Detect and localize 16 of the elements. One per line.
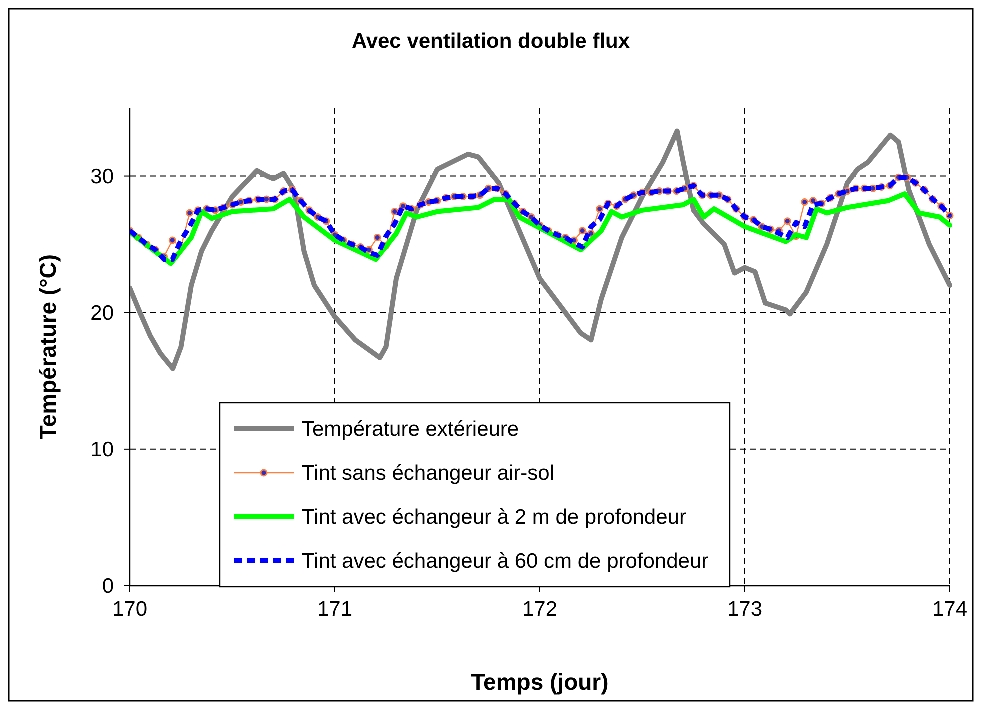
x-axis-title: Temps (jour): [471, 669, 609, 695]
legend-label: Température extérieure: [302, 418, 520, 441]
x-tick-label: 174: [932, 598, 968, 621]
legend-label: Tint avec échangeur à 60 cm de profondeur: [302, 550, 709, 573]
x-tick-label: 173: [727, 598, 763, 621]
y-tick-label: 30: [90, 165, 114, 188]
legend-label: Tint avec échangeur à 2 m de profondeur: [302, 506, 686, 529]
x-tick-label: 170: [112, 598, 148, 621]
y-tick-label: 20: [90, 302, 114, 325]
x-tick-label: 171: [317, 598, 353, 621]
y-axis-title: Température (°C): [35, 254, 61, 440]
y-tick-label: 10: [90, 438, 114, 462]
x-tick-label: 172: [522, 598, 558, 621]
chart-title: Avec ventilation double flux: [352, 30, 630, 53]
y-tick-label: 0: [102, 575, 114, 598]
legend-label: Tint sans échangeur air-sol: [302, 462, 555, 485]
